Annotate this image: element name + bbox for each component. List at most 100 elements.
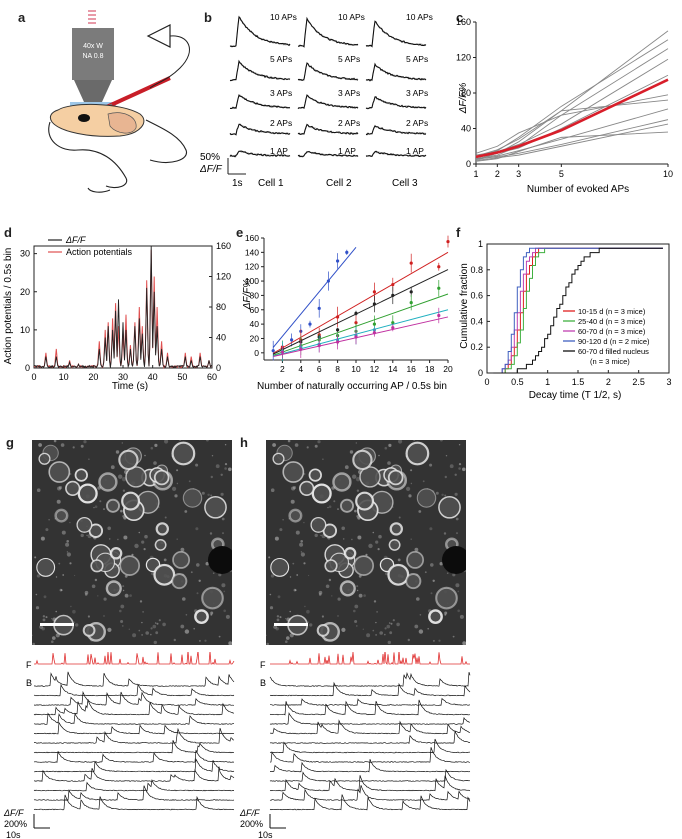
- micro-speckle: [418, 510, 422, 513]
- panel-f-legend-label-1: 25-40 d (n = 3 mice): [578, 317, 646, 326]
- micro-speckle: [122, 589, 125, 592]
- panel-c-cell-line-10: [475, 131, 669, 162]
- panel-g-micrograph: [32, 440, 232, 645]
- panel-d-xtick-label: 60: [207, 372, 217, 382]
- trace-b-label-r4-c1: 1 AP: [338, 146, 356, 156]
- micro-speckle: [52, 636, 56, 640]
- panel-e-ytick-label: 120: [245, 262, 259, 272]
- panel-g-scale-x: 10s: [6, 830, 21, 839]
- panel-b-scale-y: 50%: [200, 152, 220, 163]
- trace-cell-4: [269, 712, 471, 725]
- panel-f-ytick-label: 0.2: [470, 342, 483, 352]
- micro-speckle: [144, 454, 146, 457]
- micro-speckle: [224, 463, 228, 466]
- micro-speckle: [308, 574, 310, 577]
- trace-b-r3-c1: [297, 123, 359, 135]
- trace-cell-9: [269, 759, 471, 773]
- micro-speckle: [322, 458, 324, 460]
- micro-cell: [388, 538, 401, 551]
- micro-speckle: [134, 543, 139, 549]
- micro-speckle: [43, 595, 47, 599]
- micro-speckle: [452, 635, 455, 638]
- panel-d-legend-ap: Action potentials: [66, 247, 133, 257]
- micro-speckle: [58, 562, 61, 565]
- panel-d-ytick-left-label: 10: [20, 325, 30, 335]
- micro-speckle: [122, 585, 125, 588]
- panel-e-xtick-label: 4: [298, 364, 303, 374]
- panel-e-ytick-label: 40: [250, 319, 260, 329]
- micro-speckle: [390, 622, 393, 625]
- micro-cell: [353, 555, 375, 576]
- micro-speckle: [141, 621, 143, 624]
- panel-g-scale-y-unit: ΔF/F: [3, 808, 24, 818]
- trace-cell-7: [269, 738, 471, 754]
- micro-speckle: [279, 616, 282, 619]
- trace-b-r2-c1: [297, 94, 359, 110]
- panel-h-scale-y: 200%: [240, 819, 263, 829]
- micro-cell: [310, 516, 327, 533]
- micro-speckle: [55, 610, 57, 613]
- micro-speckle: [378, 454, 380, 457]
- micro-speckle: [66, 551, 69, 553]
- micro-speckle: [36, 574, 41, 578]
- micro-speckle: [72, 609, 76, 614]
- panel-e-point: [391, 321, 395, 325]
- micro-speckle: [303, 562, 306, 565]
- micro-speckle: [462, 467, 466, 472]
- micro-speckle: [344, 465, 349, 470]
- micro-speckle: [327, 507, 329, 509]
- micro-speckle: [435, 491, 439, 495]
- micro-speckle: [154, 443, 158, 447]
- micro-speckle: [40, 536, 45, 541]
- micro-speckle: [55, 576, 58, 578]
- panel-c-chart: ΔF/F% Number of evoked APs 0 40 80 120 160 1 2…: [456, 17, 673, 194]
- micro-speckle: [128, 628, 130, 630]
- micro-speckle: [204, 639, 207, 642]
- micro-cell: [288, 508, 303, 523]
- micro-speckle: [356, 585, 359, 588]
- micro-speckle: [124, 574, 128, 578]
- micro-speckle: [300, 551, 303, 553]
- panel-e-point: [409, 261, 413, 265]
- micro-speckle: [182, 597, 186, 601]
- micro-speckle: [432, 579, 435, 582]
- panel-e-ytick-label: 140: [245, 247, 259, 257]
- panel-d-ytick-left-label: 30: [20, 249, 30, 259]
- micro-speckle: [51, 618, 53, 620]
- trace-b-r0-c2: [365, 20, 427, 48]
- micro-speckle: [277, 595, 281, 599]
- micro-speckle: [337, 508, 339, 510]
- trace-b-label-r2-c2: 3 APs: [406, 88, 428, 98]
- micro-speckle: [48, 519, 50, 521]
- panel-f-xtick-label: 2: [606, 377, 611, 387]
- trace-cell-11: [269, 775, 471, 792]
- micro-speckle: [337, 597, 341, 601]
- micro-speckle: [122, 625, 124, 627]
- micro-speckle: [188, 480, 191, 483]
- micro-speckle: [384, 446, 388, 450]
- micro-speckle: [445, 455, 448, 457]
- panel-b-cell-3: Cell 3: [392, 178, 418, 189]
- trace-cell-5: [269, 719, 471, 735]
- trace-b-label-r3-c2: 2 APs: [406, 118, 428, 128]
- micro-speckle: [153, 640, 157, 645]
- panel-e-point: [290, 338, 294, 342]
- micro-speckle: [120, 604, 125, 609]
- trace-cell-12: [33, 785, 235, 801]
- micro-speckle: [454, 492, 458, 496]
- micro-speckle: [355, 442, 357, 444]
- micro-speckle: [276, 615, 280, 618]
- micro-speckle: [279, 528, 283, 532]
- micro-cell: [182, 488, 203, 508]
- panel-d-ytick-left-label: 0: [25, 363, 30, 373]
- panel-f-legend-label-0: 10-15 d (n = 3 mice): [578, 307, 646, 316]
- micro-cell: [316, 624, 330, 637]
- micro-speckle: [156, 622, 159, 625]
- micro-speckle: [179, 440, 182, 442]
- panel-b-scale-y-unit: ΔF/F: [200, 164, 223, 175]
- micro-speckle: [139, 600, 143, 603]
- panel-f-ytick-label: 0.6: [470, 291, 483, 301]
- panel-e-xtick-label: 18: [425, 364, 435, 374]
- micro-speckle: [209, 532, 213, 535]
- panel-d-xtick-label: 20: [88, 372, 98, 382]
